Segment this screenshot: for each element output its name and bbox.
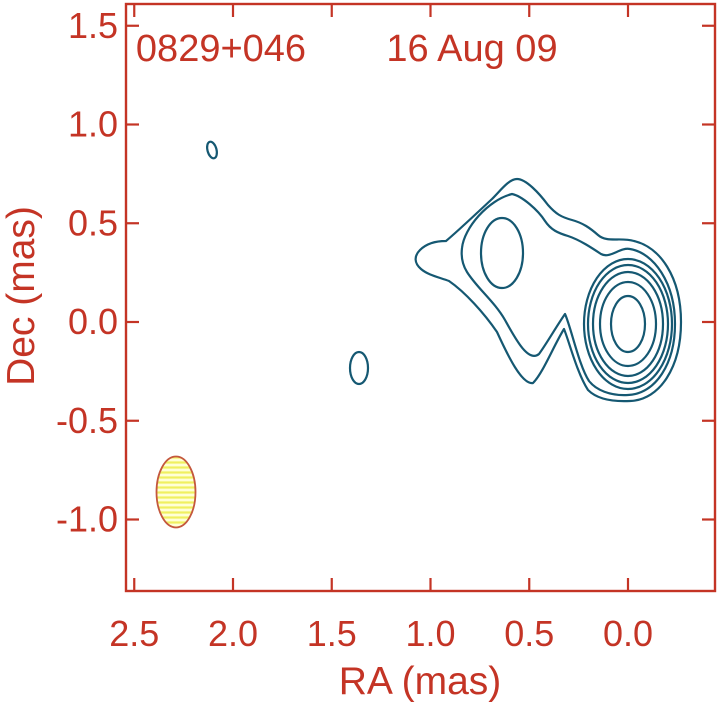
core-contour-ring	[609, 294, 647, 354]
date-label: 16 Aug 09	[386, 28, 557, 70]
x-tick-label: 1.5	[307, 613, 357, 654]
core-contour-ring	[586, 263, 670, 385]
x-tick-label: 2.5	[109, 613, 159, 654]
y-tick-label: 0.0	[68, 301, 118, 342]
faint-contour	[348, 350, 370, 386]
generated-plot-layer: 2.5 2.0 1.5 1.0 0.5 0.0 1.5 1.0 0.5 0.0 -0.5 -1.0	[56, 2, 717, 654]
x-tick-label: 1.0	[405, 613, 455, 654]
y-tick-label: 1.5	[68, 5, 118, 46]
outer-contour	[414, 177, 683, 403]
core-contour-ring	[598, 280, 658, 368]
x-axis-title: RA (mas)	[339, 660, 502, 702]
y-tick-label: 0.5	[68, 202, 118, 243]
beam-ellipse	[155, 455, 197, 529]
x-tick-label: 0.0	[603, 613, 653, 654]
source-label: 0829+046	[136, 28, 306, 70]
y-tick-label: -1.0	[56, 499, 118, 540]
x-tick-label: 2.0	[208, 613, 258, 654]
outer-contour	[460, 192, 677, 397]
y-tick-label: 1.0	[68, 104, 118, 145]
y-axis-title: Dec (mas)	[0, 206, 43, 386]
core-contour-ring	[591, 270, 665, 378]
axes-box	[124, 2, 717, 593]
x-tick-label: 0.5	[504, 613, 554, 654]
jet-knot-contour	[479, 216, 525, 290]
y-tick-label: -0.5	[56, 400, 118, 441]
faint-contour	[206, 140, 218, 160]
core-contour-ring	[582, 257, 674, 391]
